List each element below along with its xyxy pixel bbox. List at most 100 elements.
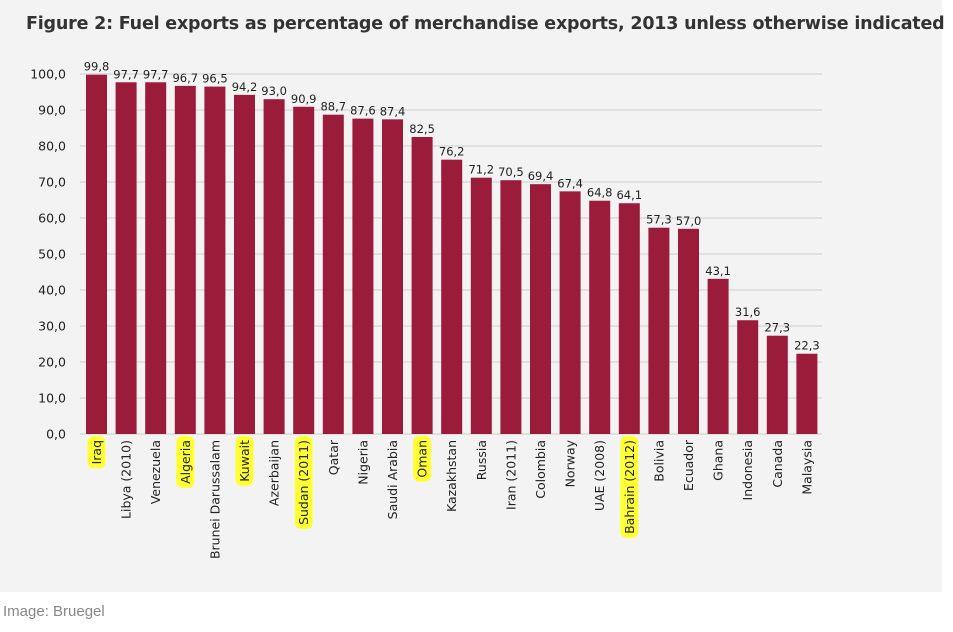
value-label: 70,5 [498,165,524,179]
category-label-group: Libya (2010) [119,440,134,519]
value-label: 96,5 [202,72,228,86]
image-credit: Image: Bruegel [3,603,105,620]
category-label-group: Azerbaijan [267,440,282,506]
value-label: 71,2 [468,163,494,177]
bar-iran-2011 [500,180,522,434]
category-label: Algeria [178,440,193,484]
category-label-group: Canada [770,440,785,488]
category-label: Malaysia [799,440,814,495]
category-label-group: Qatar [326,439,341,475]
category-label-group: Malaysia [799,440,814,495]
y-tick-label: 10,0 [38,391,66,406]
bar-bahrain-2012 [618,203,640,434]
category-label-group: Oman [413,436,432,482]
category-label: Colombia [533,440,548,499]
value-label: 97,7 [113,67,139,81]
bar-malaysia [796,353,818,434]
highlight-marker [413,436,432,482]
category-label: Canada [770,440,785,488]
bar-indonesia [737,320,759,434]
category-label: Azerbaijan [267,440,282,506]
category-label-group: Kazakhstan [444,440,459,512]
bar-kuwait [234,94,255,434]
category-label: UAE (2008) [592,440,607,511]
value-label: 22,3 [794,339,820,353]
category-label-group: Iraq [87,436,106,469]
y-tick-label: 30,0 [38,319,66,334]
value-label: 64,8 [587,186,613,200]
y-tick-label: 80,0 [38,139,66,154]
chart-title: Figure 2: Fuel exports as percentage of … [26,14,945,34]
value-label: 64,1 [616,188,642,202]
y-tick-label: 50,0 [38,247,66,262]
highlight-marker [294,436,313,529]
category-label-group: Ghana [711,440,726,481]
category-label: Saudi Arabia [385,440,400,519]
value-label: 87,6 [350,104,376,118]
category-label: Kuwait [237,440,252,482]
bar-libya-2010 [115,82,137,434]
category-label: Qatar [326,439,341,475]
highlight-marker [176,436,195,488]
category-label-group: Indonesia [740,440,755,500]
y-tick-label: 70,0 [38,175,66,190]
value-label: 87,4 [380,104,406,118]
category-label-group: Iran (2011) [503,440,518,510]
bar-kazakhstan [441,159,463,434]
value-label: 93,0 [261,84,287,98]
category-label: Brunei Darussalam [207,440,222,559]
highlight-marker [87,436,106,469]
value-label: 27,3 [764,321,790,335]
category-label: Norway [563,439,578,487]
y-tick-label: 90,0 [38,103,66,118]
value-label: 43,1 [705,264,731,278]
value-label: 94,2 [232,80,258,94]
bar-norway [559,191,581,434]
category-label-group: Sudan (2011) [294,436,313,529]
category-label: Ghana [711,440,726,481]
bar-ecuador [678,228,699,434]
bar-ghana [707,278,729,434]
category-label: Libya (2010) [119,440,134,519]
category-label: Iran (2011) [503,440,518,510]
bar-uae-2008 [589,200,611,434]
category-label-group: Brunei Darussalam [207,440,222,559]
category-label-group: Algeria [176,436,195,488]
bar-nigeria [352,118,374,434]
bar-qatar [322,114,344,435]
category-label-group: Colombia [533,440,548,499]
value-label: 90,9 [291,92,317,106]
category-label: Sudan (2011) [296,440,311,525]
value-label: 31,6 [735,305,761,319]
category-label: Iraq [89,440,104,464]
bar-brunei-darussalam [204,86,226,434]
bar-colombia [530,184,551,434]
category-label-group: Russia [474,440,489,480]
category-label-group: Norway [563,439,578,487]
bar-azerbaijan [263,99,285,434]
category-label-group: Venezuela [148,440,163,504]
category-label-group: UAE (2008) [592,440,607,511]
bar-russia [470,177,492,434]
bar-sudan-2011 [293,106,315,434]
bar-bolivia [648,227,670,434]
category-label: Indonesia [740,440,755,500]
category-label-group: Bolivia [651,440,666,482]
bar-algeria [174,85,196,434]
value-label: 96,7 [172,71,198,85]
bar-venezuela [145,82,167,434]
category-label-group: Nigeria [355,440,370,485]
category-label-group: Ecuador [681,439,696,491]
y-tick-label: 60,0 [38,211,66,226]
value-label: 57,3 [646,213,672,227]
category-label: Ecuador [681,439,696,491]
category-label: Venezuela [148,440,163,504]
category-label: Oman [415,440,430,478]
category-label: Bolivia [651,440,666,482]
category-label-group: Bahrain (2012) [620,436,639,538]
category-label: Nigeria [355,440,370,485]
value-label: 82,5 [409,122,435,136]
bar-saudi-arabia [382,119,403,435]
y-tick-label: 100,0 [30,67,66,82]
